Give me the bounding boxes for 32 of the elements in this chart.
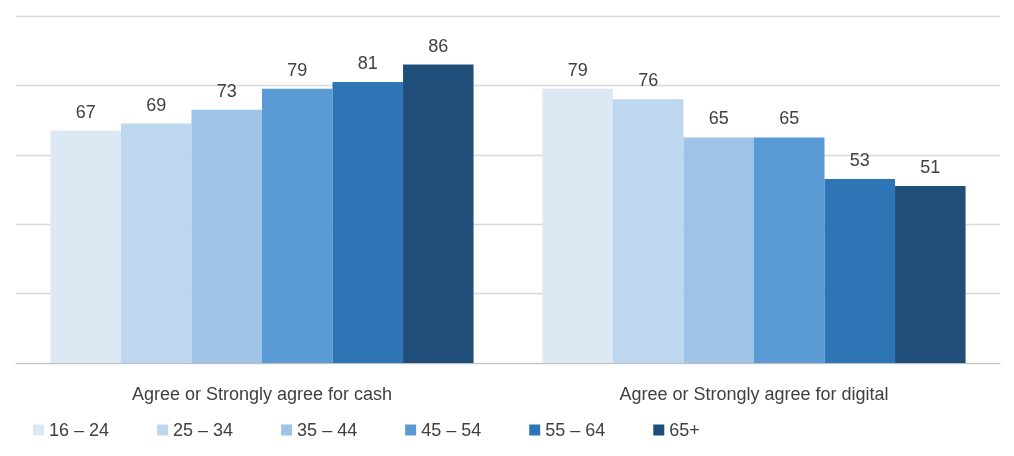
bar [191, 109, 262, 363]
data-label: 69 [146, 94, 167, 115]
bar [403, 64, 474, 363]
data-label: 79 [567, 59, 588, 80]
x-tick-label: Agree or Strongly agree for cash [131, 384, 393, 404]
data-label: 65 [779, 108, 800, 129]
bar [612, 99, 684, 363]
bar [824, 179, 896, 363]
data-label: 53 [849, 150, 870, 171]
legend-label: 65+ [669, 420, 700, 440]
data-label: 79 [287, 59, 308, 80]
bar [332, 81, 404, 363]
data-label: 65 [708, 108, 729, 129]
data-label: 67 [75, 101, 96, 122]
legend-label: 45 – 54 [421, 420, 482, 440]
data-label: 73 [216, 80, 237, 101]
bar [120, 123, 192, 363]
x-tick-label: Agree or Strongly agree for digital [619, 384, 889, 404]
bar [542, 88, 613, 363]
data-label: 81 [357, 52, 378, 73]
bar [754, 137, 825, 363]
legend-label: 16 – 24 [49, 420, 110, 440]
bar [895, 186, 966, 363]
bar [262, 88, 333, 363]
data-label: 51 [920, 157, 941, 178]
bar [683, 137, 754, 363]
data-label: 86 [428, 35, 449, 56]
data-label: 76 [638, 70, 659, 91]
bar [50, 130, 121, 363]
legend-label: 55 – 64 [545, 420, 606, 440]
legend-label: 35 – 44 [297, 420, 358, 440]
legend-label: 25 – 34 [173, 420, 234, 440]
